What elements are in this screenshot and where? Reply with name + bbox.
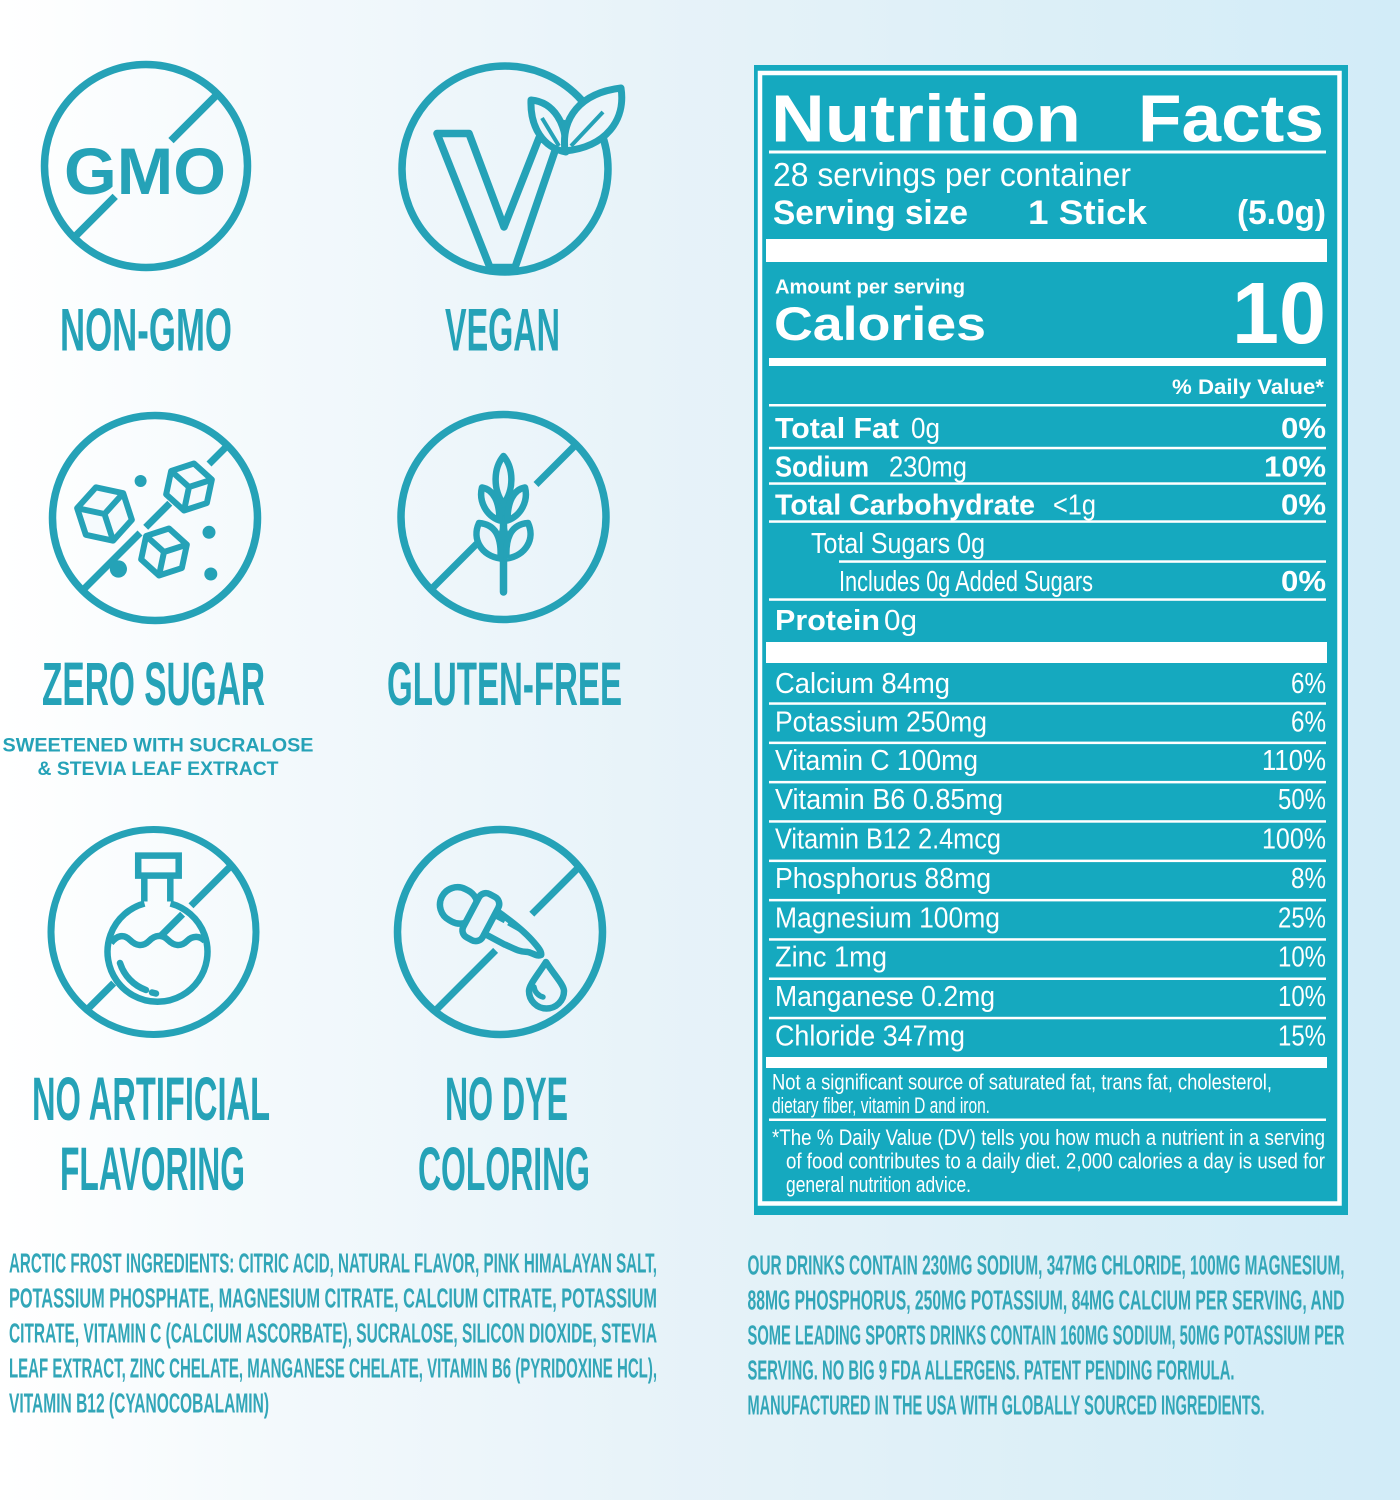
svg-text:POTASSIUM PHOSPHATE, MAGNESIUM: POTASSIUM PHOSPHATE, MAGNESIUM CITRATE, … — [9, 1283, 657, 1314]
svg-text:SERVING. NO BIG 9 FDA ALLERGEN: SERVING. NO BIG 9 FDA ALLERGENS. PATENT … — [748, 1355, 1235, 1386]
svg-text:GLUTEN-FREE: GLUTEN-FREE — [387, 650, 622, 718]
svg-text:0g: 0g — [884, 605, 917, 637]
svg-text:88MG PHOSPHORUS, 250MG POTASSI: 88MG PHOSPHORUS, 250MG POTASSIUM, 84MG C… — [748, 1285, 1345, 1316]
svg-text:Amount per serving: Amount per serving — [775, 277, 965, 299]
svg-text:Magnesium 100mg: Magnesium 100mg — [775, 903, 1000, 935]
svg-text:10: 10 — [1232, 265, 1326, 362]
svg-text:*The % Daily Value (DV) tells: *The % Daily Value (DV) tells you how mu… — [772, 1125, 1325, 1150]
svg-text:Protein: Protein — [775, 605, 880, 637]
svg-text:0%: 0% — [1281, 566, 1326, 598]
svg-text:8%: 8% — [1291, 863, 1326, 895]
svg-text:10%: 10% — [1264, 452, 1326, 484]
svg-text:Manganese 0.2mg: Manganese 0.2mg — [775, 981, 995, 1013]
svg-text:Zinc 1mg: Zinc 1mg — [775, 942, 887, 974]
svg-text:Vitamin B12 2.4mcg: Vitamin B12 2.4mcg — [775, 824, 1001, 856]
svg-text:Total Sugars 0g: Total Sugars 0g — [811, 528, 985, 560]
svg-text:VITAMIN B12 (CYANOCOBALAMIN): VITAMIN B12 (CYANOCOBALAMIN) — [9, 1388, 269, 1419]
svg-text:230mg: 230mg — [889, 452, 967, 484]
svg-text:0%: 0% — [1281, 490, 1326, 522]
svg-text:CITRATE, VITAMIN C (CALCIUM AS: CITRATE, VITAMIN C (CALCIUM ASCORBATE), … — [9, 1318, 657, 1349]
svg-text:Phosphorus 88mg: Phosphorus 88mg — [775, 863, 991, 895]
svg-text:Potassium 250mg: Potassium 250mg — [775, 707, 987, 739]
svg-text:Sodium: Sodium — [775, 452, 869, 484]
svg-text:Nutrition: Nutrition — [771, 82, 1081, 157]
svg-text:SWEETENED WITH SUCRALOSE: SWEETENED WITH SUCRALOSE — [3, 736, 314, 757]
svg-text:ZERO SUGAR: ZERO SUGAR — [42, 650, 265, 718]
svg-text:MANUFACTURED IN THE USA WITH G: MANUFACTURED IN THE USA WITH GLOBALLY SO… — [748, 1390, 1265, 1421]
svg-text:Calories: Calories — [774, 297, 986, 350]
svg-text:& STEVIA LEAF EXTRACT: & STEVIA LEAF EXTRACT — [38, 759, 279, 780]
svg-text:10%: 10% — [1278, 981, 1326, 1013]
svg-text:COLORING: COLORING — [418, 1135, 590, 1203]
svg-text:FLAVORING: FLAVORING — [60, 1135, 245, 1203]
svg-text:0%: 0% — [1281, 413, 1326, 445]
svg-text:100%: 100% — [1262, 824, 1326, 856]
svg-text:dietary fiber, vitamin D and i: dietary fiber, vitamin D and iron. — [772, 1093, 990, 1118]
svg-text:NON-GMO: NON-GMO — [60, 297, 232, 364]
svg-text:VEGAN: VEGAN — [445, 297, 560, 364]
svg-text:1 Stick: 1 Stick — [1028, 194, 1147, 232]
svg-text:(5.0g): (5.0g) — [1237, 194, 1326, 232]
svg-text:<1g: <1g — [1053, 490, 1096, 522]
svg-text:ARCTIC FROST INGREDIENTS: CITR: ARCTIC FROST INGREDIENTS: CITRIC ACID, N… — [9, 1248, 657, 1279]
svg-text:general nutrition advice.: general nutrition advice. — [786, 1172, 971, 1197]
svg-text:Vitamin C 100mg: Vitamin C 100mg — [775, 745, 978, 777]
svg-text:Includes 0g Added Sugars: Includes 0g Added Sugars — [839, 566, 1093, 598]
svg-text:% Daily Value*: % Daily Value* — [1172, 376, 1325, 399]
svg-text:110%: 110% — [1262, 745, 1326, 777]
svg-text:Total Fat: Total Fat — [775, 413, 899, 445]
svg-text:Chloride 347mg: Chloride 347mg — [775, 1021, 965, 1053]
svg-text:0g: 0g — [911, 413, 940, 445]
svg-text:Total Carbohydrate: Total Carbohydrate — [775, 490, 1035, 522]
svg-text:50%: 50% — [1278, 784, 1326, 816]
svg-text:NO DYE: NO DYE — [445, 1065, 568, 1133]
svg-text:Serving size: Serving size — [773, 194, 968, 232]
svg-text:6%: 6% — [1291, 668, 1326, 700]
svg-text:of food contributes to a daily: of food contributes to a daily diet. 2,0… — [786, 1149, 1325, 1174]
svg-text:Vitamin B6 0.85mg: Vitamin B6 0.85mg — [775, 784, 1003, 816]
svg-text:LEAF EXTRACT, ZINC CHELATE, MA: LEAF EXTRACT, ZINC CHELATE, MANGANESE CH… — [9, 1353, 657, 1384]
svg-text:Not a significant source of sa: Not a significant source of saturated fa… — [772, 1070, 1272, 1095]
svg-text:10%: 10% — [1278, 942, 1326, 974]
svg-text:28 servings per container: 28 servings per container — [773, 156, 1131, 193]
svg-text:GMO: GMO — [64, 134, 226, 208]
svg-text:15%: 15% — [1278, 1021, 1326, 1053]
svg-text:25%: 25% — [1278, 903, 1326, 935]
svg-text:Calcium 84mg: Calcium 84mg — [775, 668, 950, 700]
svg-text:SOME LEADING SPORTS DRINKS CON: SOME LEADING SPORTS DRINKS CONTAIN 160MG… — [748, 1320, 1345, 1351]
svg-text:OUR DRINKS CONTAIN 230MG SODIU: OUR DRINKS CONTAIN 230MG SODIUM, 347MG C… — [748, 1250, 1345, 1281]
svg-text:6%: 6% — [1291, 707, 1326, 739]
svg-text:Facts: Facts — [1138, 82, 1324, 157]
svg-text:NO ARTIFICIAL: NO ARTIFICIAL — [32, 1065, 270, 1133]
